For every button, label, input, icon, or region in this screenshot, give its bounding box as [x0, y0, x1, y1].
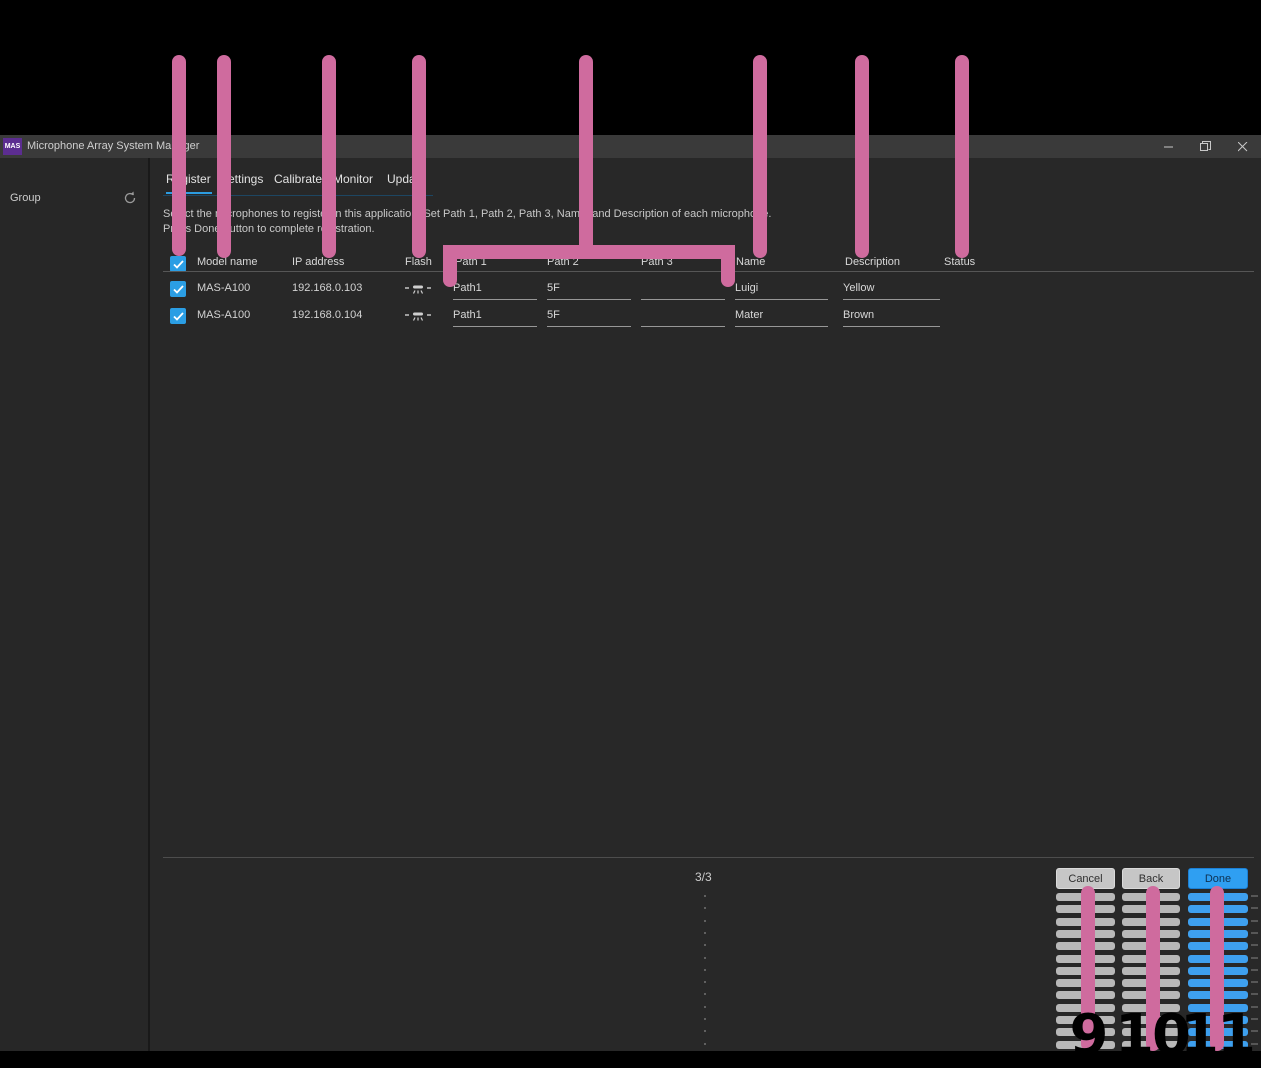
tab-monitor[interactable]: Monitor [333, 172, 374, 186]
description-input[interactable]: Yellow [843, 282, 940, 300]
path2-input[interactable]: 5F [547, 309, 631, 327]
tab-settings[interactable]: Settings [220, 172, 264, 186]
header-name: Name [736, 256, 766, 268]
header-path2: Path 2 [547, 256, 579, 268]
model-name-value: MAS-A100 [197, 309, 251, 321]
model-name-value: MAS-A100 [197, 282, 251, 294]
tab-calibrate[interactable]: Calibrate [274, 172, 323, 186]
tab-update[interactable]: Update [387, 172, 426, 186]
minimize-icon [1163, 146, 1173, 147]
refresh-button[interactable] [120, 188, 140, 208]
ip-address-value: 192.168.0.103 [292, 282, 363, 294]
name-input[interactable]: Mater [735, 309, 828, 327]
description-input[interactable]: Brown [843, 309, 940, 327]
refresh-icon [124, 191, 136, 204]
done-button[interactable]: Done [1188, 868, 1248, 889]
flash-button[interactable] [405, 283, 431, 301]
path2-input[interactable]: 5F [547, 282, 631, 300]
group-panel-title: Group [10, 192, 41, 204]
name-input[interactable]: Luigi [735, 282, 828, 300]
app-window: MAS Microphone Array System Manager Grou… [0, 135, 1261, 1051]
instruction-line-1: Select the microphones to register in th… [163, 208, 772, 220]
app-icon: MAS [3, 138, 22, 155]
title-bar: MAS Microphone Array System Manager [0, 135, 1261, 158]
path1-input[interactable]: Path1 [453, 282, 537, 300]
flash-button[interactable] [405, 310, 431, 328]
header-ip-address: IP address [292, 256, 345, 268]
instruction-line-2: Press Done button to complete registrati… [163, 223, 375, 235]
active-tab-underline [166, 192, 212, 194]
check-icon [172, 311, 184, 321]
header-status: Status [944, 256, 976, 268]
ip-address-value: 192.168.0.104 [292, 309, 363, 321]
select-all-checkbox[interactable] [170, 256, 186, 272]
restore-button[interactable] [1187, 135, 1224, 158]
back-button[interactable]: Back [1122, 868, 1180, 889]
restore-icon [1200, 141, 1211, 151]
path3-input[interactable] [641, 309, 725, 327]
group-sidebar: Group [0, 158, 150, 1051]
header-model-name: Model name [197, 256, 258, 268]
instruction-text: Select the microphones to register in th… [163, 207, 1083, 237]
tab-register[interactable]: Register [166, 172, 211, 186]
cancel-button[interactable]: Cancel [1056, 868, 1115, 889]
path1-input[interactable]: Path1 [453, 309, 537, 327]
flash-led-icon [405, 285, 431, 294]
row-checkbox[interactable] [170, 308, 186, 324]
flash-led-icon [405, 312, 431, 321]
window-title: Microphone Array System Manager [27, 140, 200, 152]
path3-input[interactable] [641, 282, 725, 300]
footer-separator [163, 857, 1254, 858]
header-path1: Path 1 [455, 256, 487, 268]
check-icon [172, 284, 184, 294]
row-checkbox[interactable] [170, 281, 186, 297]
header-description: Description [845, 256, 901, 268]
header-path3: Path 3 [641, 256, 673, 268]
close-icon [1237, 141, 1247, 151]
header-separator [163, 271, 1254, 272]
minimize-button[interactable] [1150, 135, 1187, 158]
page-indicator: 3/3 [695, 870, 712, 884]
close-button[interactable] [1224, 135, 1261, 158]
tabstrip-border [163, 195, 433, 196]
header-flash: Flash [405, 256, 432, 268]
check-icon [172, 259, 184, 269]
